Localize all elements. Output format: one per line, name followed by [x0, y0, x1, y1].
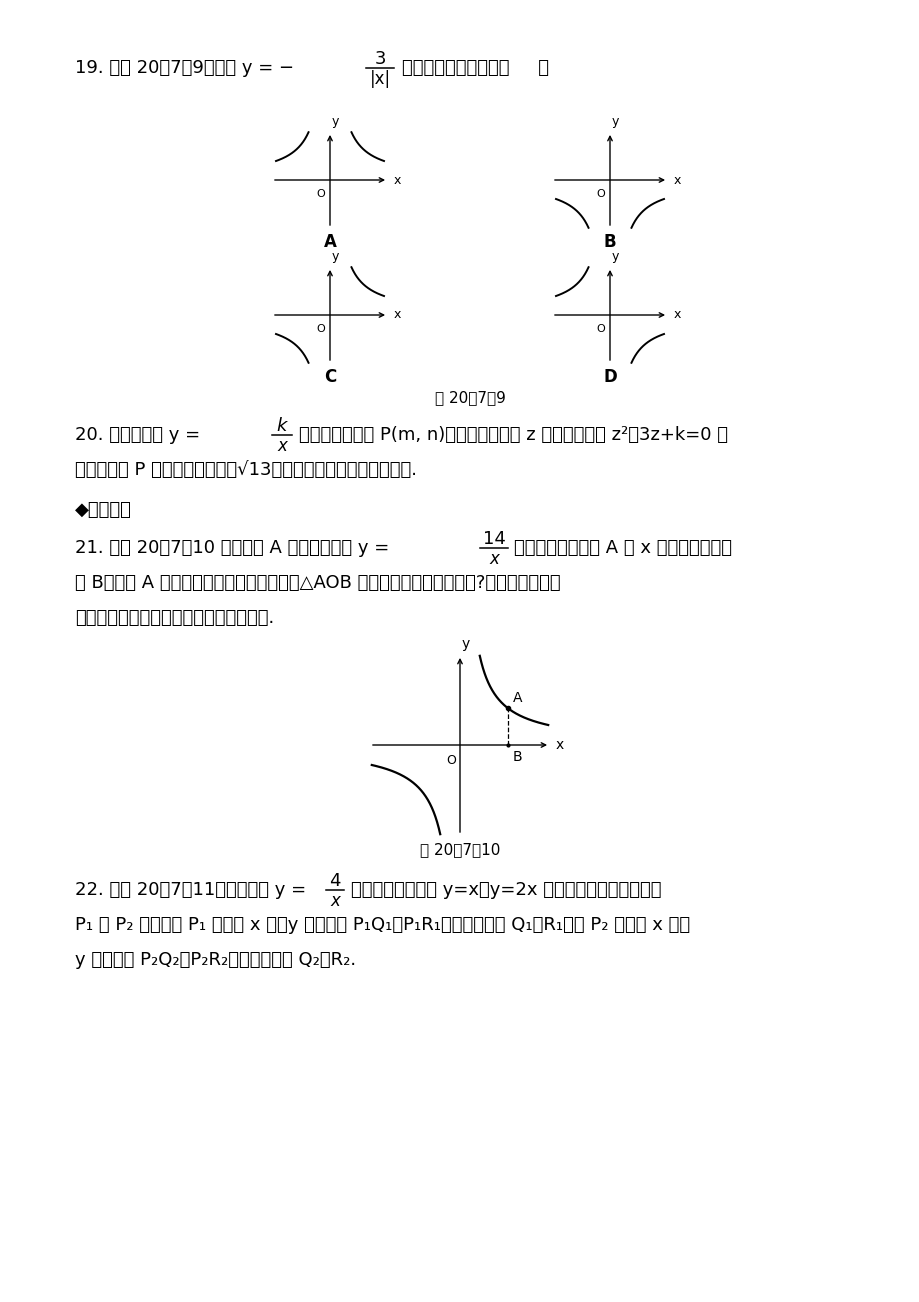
Text: A: A — [323, 233, 336, 251]
Text: 的图象上有一点 P(m, n)，其坐标是关于 z 的一元次方程 z²－3z+k=0 的: 的图象上有一点 P(m, n)，其坐标是关于 z 的一元次方程 z²－3z+k=… — [299, 426, 727, 444]
Text: 的图象和两条直线 y=x、y=2x 在第一象限内分别相交于: 的图象和两条直线 y=x、y=2x 在第一象限内分别相交于 — [351, 881, 661, 898]
Text: x: x — [674, 173, 681, 186]
Text: y: y — [611, 250, 618, 263]
Text: 图 20－7－10: 图 20－7－10 — [419, 842, 500, 858]
Text: x: x — [555, 738, 563, 753]
Text: B: B — [603, 233, 616, 251]
Text: 21. 如图 20－7－10 所示，点 A 是反比例函数 y =: 21. 如图 20－7－10 所示，点 A 是反比例函数 y = — [75, 539, 389, 557]
Text: 19. 如图 20－7－9，函数 y = −: 19. 如图 20－7－9，函数 y = − — [75, 59, 294, 77]
Text: O: O — [596, 189, 605, 199]
Text: P₁ 和 P₂ 两点，过 P₁ 分别作 x 轴、y 轴的垂线 P₁Q₁、P₁R₁，垂足分别为 Q₁、R₁；过 P₂ 分别作 x 轴、: P₁ 和 P₂ 两点，过 P₁ 分别作 x 轴、y 轴的垂线 P₁Q₁、P₁R₁… — [75, 917, 689, 934]
Text: 22. 如图 20－7－11，已知函数 y =: 22. 如图 20－7－11，已知函数 y = — [75, 881, 306, 898]
Text: 两个根，且 P 点到原点的距离为√13，求这个反比例函数的关系式.: 两个根，且 P 点到原点的距离为√13，求这个反比例函数的关系式. — [75, 461, 416, 479]
Text: x: x — [330, 892, 339, 910]
Text: O: O — [596, 324, 605, 335]
Text: 20. 反比例函数 y =: 20. 反比例函数 y = — [75, 426, 200, 444]
Text: O: O — [446, 754, 456, 767]
Text: O: O — [316, 324, 325, 335]
Text: 的图象分布正确的是（     ）: 的图象分布正确的是（ ） — [402, 59, 549, 77]
Text: 为 B，当点 A 在反比例函数图象上移动时，△AOB 的面积将发生怎样的变化?对于其他反比例: 为 B，当点 A 在反比例函数图象上移动时，△AOB 的面积将发生怎样的变化?对… — [75, 574, 560, 592]
Text: O: O — [316, 189, 325, 199]
Text: y: y — [332, 115, 339, 128]
Text: y: y — [611, 115, 618, 128]
Text: y: y — [332, 250, 339, 263]
Text: D: D — [603, 368, 617, 385]
Text: ◆开放探索: ◆开放探索 — [75, 501, 131, 519]
Text: |x|: |x| — [369, 70, 391, 89]
Text: A: A — [513, 691, 522, 706]
Text: 图象上一点，过点 A 作 x 轴的垂线，垂足: 图象上一点，过点 A 作 x 轴的垂线，垂足 — [514, 539, 732, 557]
Text: k: k — [277, 417, 287, 435]
Text: x: x — [674, 309, 681, 322]
Text: 图 20－7－9: 图 20－7－9 — [434, 391, 505, 405]
Text: y 轴的垂线 P₂Q₂、P₂R₂，垂足分别为 Q₂、R₂.: y 轴的垂线 P₂Q₂、P₂R₂，垂足分别为 Q₂、R₂. — [75, 950, 356, 969]
Text: 函数是否也有相同的现象，说说你的看法.: 函数是否也有相同的现象，说说你的看法. — [75, 609, 274, 628]
Text: x: x — [489, 549, 498, 568]
Text: C: C — [323, 368, 335, 385]
Text: 4: 4 — [329, 872, 340, 891]
Text: B: B — [512, 750, 521, 764]
Text: y: y — [461, 637, 470, 651]
Text: x: x — [393, 173, 401, 186]
Text: x: x — [393, 309, 401, 322]
Text: 14: 14 — [482, 530, 505, 548]
Text: x: x — [277, 437, 287, 454]
Text: 3: 3 — [374, 49, 385, 68]
